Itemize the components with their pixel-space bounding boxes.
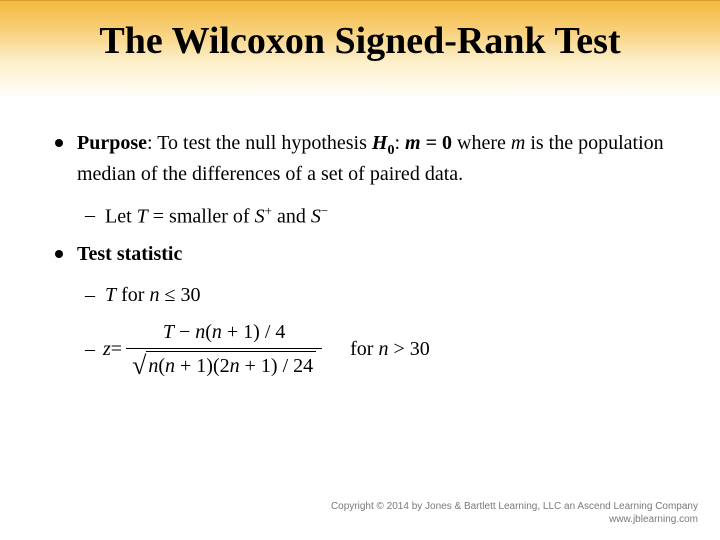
header-band: The Wilcoxon Signed-Rank Test bbox=[0, 0, 720, 100]
z-numerator: T − n(n + 1) / 4 bbox=[126, 319, 322, 349]
let-row: – Let T = smaller of S+ and S− bbox=[85, 202, 680, 231]
t-small-n-row: – T for n ≤ 30 bbox=[85, 282, 680, 309]
bullet-icon bbox=[55, 139, 63, 147]
purpose-bullet: Purpose: To test the null hypothesis H0:… bbox=[55, 130, 680, 188]
slide-content: Purpose: To test the null hypothesis H0:… bbox=[0, 100, 720, 380]
page-title: The Wilcoxon Signed-Rank Test bbox=[0, 19, 720, 63]
footer-url: www.jblearning.com bbox=[331, 514, 698, 527]
sqrt-expr: √ n(n + 1)(2n + 1) / 24 bbox=[132, 351, 316, 380]
purpose-label: Purpose bbox=[77, 132, 147, 154]
dash-icon: – bbox=[85, 282, 95, 309]
test-stat-text: Test statistic bbox=[77, 241, 182, 268]
z-formula-row: – z = T − n(n + 1) / 4 √ n(n + 1)(2n + 1… bbox=[85, 319, 680, 380]
purpose-text: Purpose: To test the null hypothesis H0:… bbox=[77, 130, 680, 188]
test-stat-bullet: Test statistic bbox=[55, 241, 680, 268]
bullet-icon bbox=[55, 250, 63, 258]
sqrt-icon: √ bbox=[132, 353, 146, 382]
z-denominator: √ n(n + 1)(2n + 1) / 24 bbox=[126, 349, 322, 380]
footer: Copyright © 2014 by Jones & Bartlett Lea… bbox=[331, 501, 698, 526]
dash-icon: – bbox=[85, 202, 95, 229]
test-stat-label: Test statistic bbox=[77, 243, 182, 265]
for-n-gt-30: for n > 30 bbox=[350, 336, 430, 363]
copyright-line: Copyright © 2014 by Jones & Bartlett Lea… bbox=[331, 501, 698, 514]
t-small-n-text: T for n ≤ 30 bbox=[105, 282, 200, 309]
dash-icon: – bbox=[85, 336, 95, 363]
let-text: Let T = smaller of S+ and S− bbox=[105, 202, 328, 231]
z-fraction: T − n(n + 1) / 4 √ n(n + 1)(2n + 1) / 24 bbox=[126, 319, 322, 380]
